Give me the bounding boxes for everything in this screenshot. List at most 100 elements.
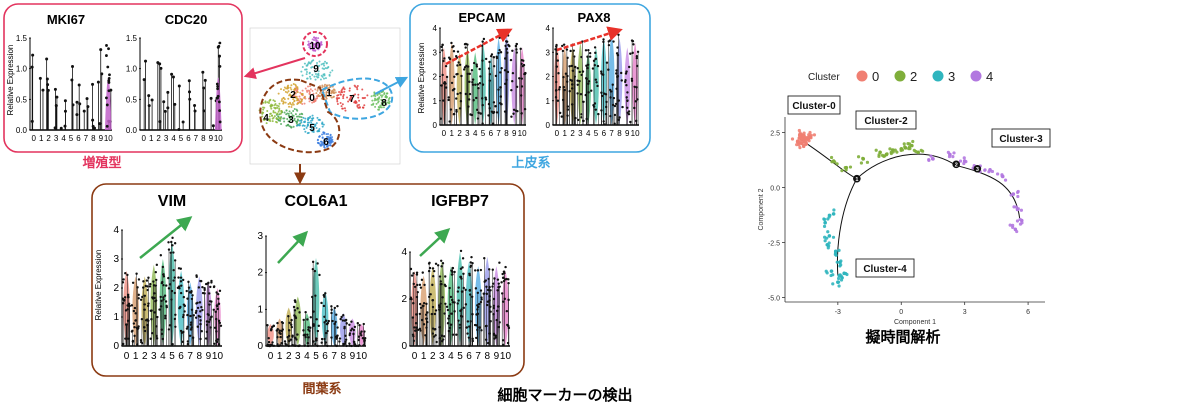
xtick-label: 8 [196, 351, 202, 362]
data-point [456, 92, 459, 96]
data-point [422, 301, 426, 305]
data-point [135, 272, 138, 275]
trajectory-node-label: 3 [976, 167, 979, 173]
ytick-label: -2.5 [768, 241, 780, 248]
umap-point [293, 107, 296, 110]
data-point [144, 284, 147, 288]
data-point [318, 273, 321, 277]
umap-point [306, 77, 309, 80]
data-point [70, 78, 74, 82]
data-point [457, 286, 460, 289]
data-point [457, 299, 460, 302]
data-point [182, 313, 185, 317]
xtick-label: 1 [149, 134, 154, 143]
data-point [478, 67, 481, 71]
data-point [444, 86, 448, 89]
data-point [216, 94, 220, 98]
data-point [467, 344, 471, 348]
ylabel-proliferative: Relative Expression [6, 45, 15, 116]
proliferative-box [3, 3, 243, 153]
umap-point [376, 97, 379, 100]
data-point [105, 103, 109, 107]
data-point [343, 327, 346, 330]
data-point [208, 303, 211, 306]
data-point [278, 329, 281, 332]
umap-point [277, 92, 280, 95]
data-point [425, 302, 428, 306]
data-point [486, 288, 490, 292]
umap-point [379, 104, 382, 107]
umap-point [268, 115, 271, 118]
umap-point [329, 134, 332, 137]
umap-point [355, 86, 358, 89]
data-point [434, 262, 438, 265]
data-point-cluster-4 [962, 161, 966, 166]
umap-point [275, 121, 278, 124]
data-point [509, 58, 513, 62]
data-point-cluster-2 [908, 147, 912, 151]
umap-point [300, 121, 303, 124]
data-point [63, 99, 67, 103]
umap-point [275, 117, 278, 120]
data-point [281, 328, 284, 331]
umap-point [305, 70, 308, 73]
data-point [480, 296, 483, 299]
data-point [348, 344, 351, 347]
umap-point [317, 47, 320, 50]
data-point [569, 49, 572, 53]
trajectory-node [952, 160, 961, 169]
data-point-cluster-3 [827, 241, 831, 245]
data-point [603, 92, 606, 95]
umap-point [315, 46, 318, 49]
data-point [198, 301, 202, 304]
data-point [133, 334, 136, 338]
data-point [444, 275, 447, 278]
umap-point [346, 96, 349, 99]
data-point [613, 122, 616, 125]
umap-point [339, 102, 342, 105]
data-point-cluster-3 [826, 230, 830, 234]
data-point [502, 270, 506, 273]
umap-point [338, 97, 341, 100]
data-point-cluster-4 [990, 169, 995, 174]
legend-swatch [932, 70, 944, 82]
umap-point [290, 88, 293, 91]
data-point [55, 95, 59, 99]
umap-point [271, 117, 274, 120]
umap-point [292, 110, 295, 113]
umap-point [277, 105, 280, 108]
data-point-cluster-4 [958, 159, 963, 163]
umap-point [337, 94, 340, 97]
umap-point [287, 103, 290, 106]
data-point [315, 318, 318, 321]
data-point [476, 269, 480, 272]
umap-point [315, 75, 318, 78]
umap-point [284, 101, 287, 104]
data-point [612, 40, 615, 43]
data-point-cluster-2 [840, 169, 844, 173]
umap-point [311, 114, 314, 117]
umap-point [300, 116, 303, 119]
data-point [180, 284, 183, 287]
xtick-label: -3 [835, 309, 841, 316]
data-point [218, 289, 222, 293]
xtick-label: 3 [963, 309, 967, 316]
data-point [146, 304, 150, 308]
data-point [448, 314, 451, 318]
data-point [489, 54, 493, 58]
data-point-cluster-4 [987, 170, 991, 174]
data-point [177, 276, 180, 279]
data-point [609, 114, 612, 118]
data-point [105, 124, 109, 128]
mesenchymal-label: 間葉系 [302, 381, 341, 396]
data-point [131, 281, 135, 284]
data-point [200, 330, 203, 333]
data-point [491, 282, 495, 285]
data-point [450, 81, 454, 85]
data-point [636, 64, 639, 68]
data-point [441, 339, 444, 343]
umap-point [316, 95, 319, 98]
umap-point [292, 98, 295, 101]
umap-point [303, 128, 306, 131]
